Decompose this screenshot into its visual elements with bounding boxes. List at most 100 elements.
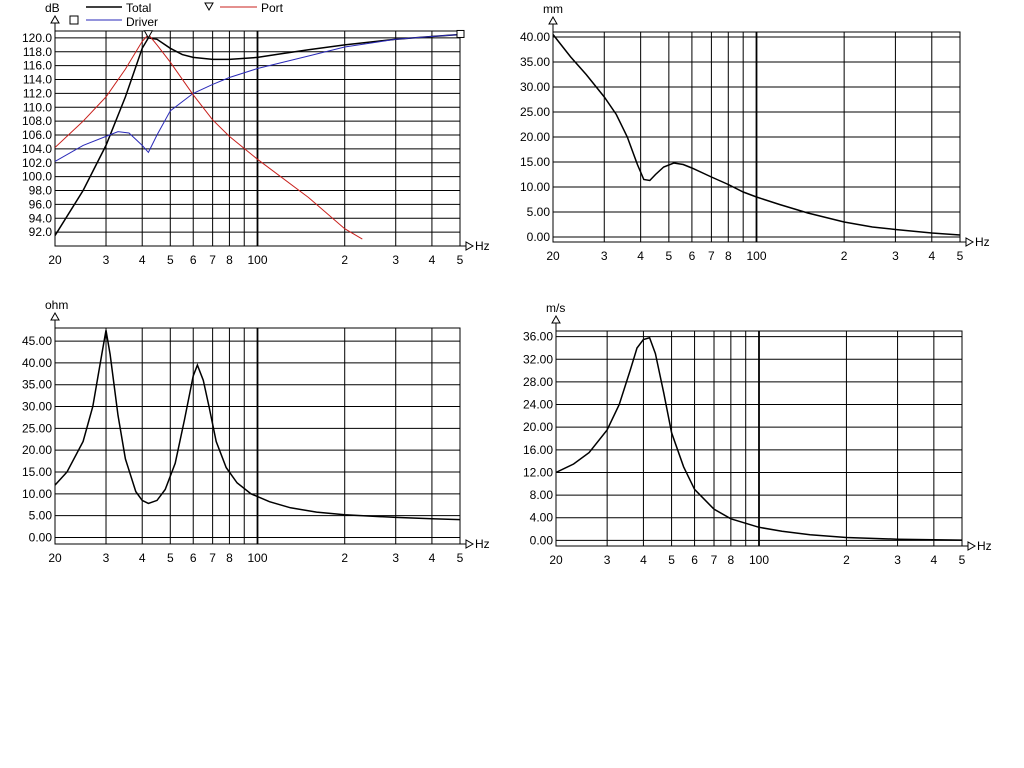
legend-marker-port-icon	[204, 2, 214, 12]
x-axis-unit-label: Hz	[975, 235, 990, 249]
port-marker-icon	[143, 30, 154, 39]
x-tick-label: 6	[691, 553, 698, 567]
x-tick-label: 4	[931, 553, 938, 567]
y-tick-label: 40.00	[520, 30, 550, 44]
series-line	[55, 330, 461, 521]
y-axis-unit-label: m/s	[546, 301, 565, 315]
x-tick-label: 5	[167, 551, 174, 565]
x-tick-label: 20	[549, 553, 563, 567]
y-tick-label: 20.00	[520, 130, 550, 144]
driver-marker-icon	[456, 29, 465, 38]
x-tick-label: 5	[666, 249, 673, 263]
y-tick-label: 116.0	[23, 59, 52, 73]
plot-frame	[552, 31, 961, 243]
x-tick-label: 100	[749, 553, 769, 567]
x-tick-label: 2	[341, 253, 348, 267]
x-tick-label: 8	[226, 253, 233, 267]
x-axis-arrow-icon	[465, 539, 475, 549]
y-tick-label: 96.0	[29, 197, 53, 211]
y-axis-arrow-icon	[50, 311, 60, 321]
x-tick-label: 4	[637, 249, 644, 263]
x-tick-label: 5	[167, 253, 174, 267]
y-tick-label: 12.00	[523, 465, 553, 479]
y-tick-label: 24.00	[523, 398, 553, 412]
y-tick-label: 15.00	[22, 465, 52, 479]
y-tick-label: 8.00	[530, 488, 554, 502]
y-axis-unit-label: mm	[543, 2, 563, 16]
y-tick-label: 114.0	[23, 73, 52, 87]
x-tick-label: 3	[892, 249, 899, 263]
y-axis-unit-label: dB	[45, 1, 60, 15]
y-tick-label: 28.00	[523, 375, 553, 389]
x-tick-label: 20	[48, 253, 62, 267]
x-tick-label: 3	[604, 553, 611, 567]
y-tick-label: 36.00	[523, 330, 553, 344]
y-tick-label: 5.00	[29, 509, 53, 523]
x-tick-label: 3	[601, 249, 608, 263]
x-tick-label: 5	[959, 553, 966, 567]
x-tick-label: 5	[957, 249, 964, 263]
y-tick-label: 112.0	[23, 86, 52, 100]
y-axis-arrow-icon	[548, 15, 558, 25]
y-tick-label: 104.0	[22, 142, 52, 156]
x-axis-arrow-icon	[965, 237, 975, 247]
x-tick-label: 3	[392, 253, 399, 267]
chart-impedance: ohm Hz 20 3 4 5 6 7 8 100 2 3 4 5 0.00 5.00 10.00 15.00 20…	[22, 298, 490, 565]
x-axis-arrow-icon	[465, 241, 475, 251]
series-line	[553, 34, 961, 236]
chart-port-velocity: m/s Hz 20 3 4 5 6 7 8 100 2 3 4 5 0.00 4.00 8.00 12.00 16.…	[523, 301, 992, 567]
y-tick-label: 102.0	[22, 156, 52, 170]
y-tick-label: 0.00	[29, 530, 53, 544]
y-tick-label: 32.00	[523, 352, 553, 366]
x-tick-label: 4	[429, 253, 436, 267]
series-line-port	[55, 33, 363, 240]
y-tick-label: 5.00	[527, 205, 551, 219]
y-tick-label: 30.00	[520, 80, 550, 94]
x-tick-label: 20	[546, 249, 560, 263]
x-tick-label: 7	[711, 553, 718, 567]
y-tick-label: 45.00	[22, 334, 52, 348]
y-tick-label: 15.00	[520, 155, 550, 169]
x-tick-label: 20	[48, 551, 62, 565]
y-tick-label: 100.0	[22, 170, 52, 184]
x-tick-label: 100	[746, 249, 766, 263]
x-tick-label: 6	[689, 249, 696, 263]
y-tick-label: 4.00	[530, 511, 554, 525]
x-tick-label: 2	[843, 553, 850, 567]
legend-marker-driver-icon	[69, 15, 79, 25]
x-tick-label: 7	[209, 253, 216, 267]
x-tick-label: 100	[247, 551, 267, 565]
series-line	[556, 336, 963, 541]
x-tick-label: 3	[894, 553, 901, 567]
y-axis-arrow-icon	[551, 314, 561, 324]
x-tick-label: 6	[190, 551, 197, 565]
y-tick-label: 20.00	[523, 420, 553, 434]
x-tick-label: 2	[341, 551, 348, 565]
y-tick-label: 10.00	[520, 180, 550, 194]
x-tick-label: 4	[640, 553, 647, 567]
x-tick-label: 3	[103, 551, 110, 565]
series-line-total	[55, 33, 461, 236]
x-tick-label: 6	[190, 253, 197, 267]
y-tick-label: 40.00	[22, 356, 52, 370]
series-line-driver	[55, 34, 461, 162]
x-tick-label: 5	[457, 551, 464, 565]
x-tick-label: 8	[725, 249, 732, 263]
x-tick-label: 8	[226, 551, 233, 565]
y-axis-arrow-icon	[50, 14, 60, 24]
y-tick-label: 108.0	[22, 114, 52, 128]
y-tick-label: 16.00	[523, 443, 553, 457]
chart-spl: dB Hz 20 3 4 5 6 7 8 100 2 3 4 5 92.094.096.098.0100.0…	[22, 1, 490, 267]
x-tick-label: 5	[668, 553, 675, 567]
y-tick-label: 10.00	[22, 487, 52, 501]
x-tick-label: 4	[139, 551, 146, 565]
y-tick-label: 30.00	[22, 400, 52, 414]
y-tick-label: 25.00	[520, 105, 550, 119]
y-tick-label: 0.00	[527, 230, 551, 244]
x-axis-unit-label: Hz	[475, 537, 490, 551]
legend-label-port: Port	[261, 1, 284, 15]
x-axis-unit-label: Hz	[475, 239, 490, 253]
x-tick-label: 4	[429, 551, 436, 565]
x-tick-label: 100	[247, 253, 267, 267]
